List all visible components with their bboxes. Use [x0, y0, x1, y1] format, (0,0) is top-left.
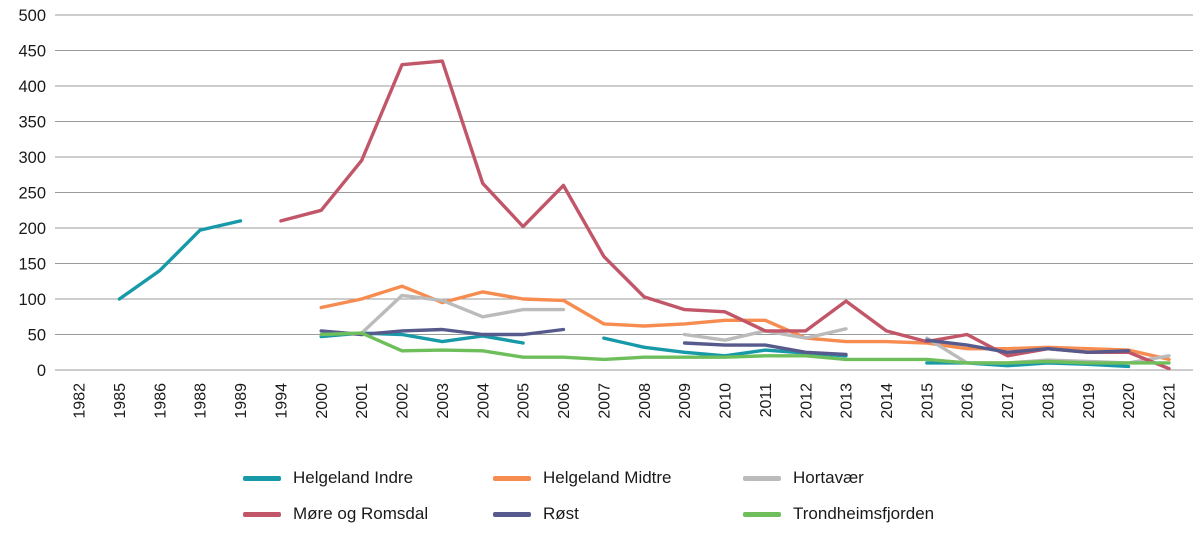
- chart-area: 0 50 100 150 200 250 300 350 400 450 500 1982 1985 19…: [18, 7, 1193, 419]
- x-tick-label: 2011: [758, 383, 775, 418]
- x-tick-label: 2003: [435, 383, 452, 419]
- legend-item-helgeland-indre: Helgeland Indre: [243, 468, 493, 488]
- legend-label: Møre og Romsdal: [293, 504, 429, 523]
- y-tick-label: 150: [18, 255, 46, 273]
- y-tick-label: 200: [18, 220, 46, 238]
- x-tick-label: 2010: [718, 383, 735, 419]
- y-tick-label: 50: [28, 326, 46, 344]
- x-tick-label: 2016: [960, 383, 977, 419]
- y-tick-label: 0: [37, 362, 46, 380]
- x-tick-label: 2007: [596, 383, 613, 419]
- chart-svg: 0 50 100 150 200 250 300 350 400 450 500 1982 1985 19…: [18, 7, 1193, 419]
- x-tick-label: 2020: [1121, 383, 1138, 419]
- legend-swatch-r-st: [493, 511, 531, 517]
- x-tick-label: 2013: [839, 383, 856, 419]
- legend-item-trondheimsfjorden: Trondheimsfjorden: [743, 504, 1003, 524]
- legend-item-r-st: Røst: [493, 504, 743, 524]
- x-tick-label: 2009: [677, 383, 694, 419]
- x-tick-label: 1989: [233, 383, 250, 419]
- legend-swatch-helgeland-midtre: [493, 475, 531, 481]
- x-tick-label: 2021: [1162, 383, 1179, 419]
- x-tick-label: 2012: [798, 383, 815, 419]
- x-tick-label: 2015: [919, 383, 936, 419]
- legend-label: Trondheimsfjorden: [793, 504, 935, 523]
- x-tick-label: 2014: [879, 383, 896, 419]
- x-tick-label: 1985: [112, 383, 129, 419]
- x-tick-label: 2006: [556, 383, 573, 419]
- x-tick-label: 1988: [193, 383, 210, 419]
- legend-item-hortav-r: Hortavær: [743, 468, 1003, 488]
- legend-label: Helgeland Indre: [293, 468, 414, 487]
- y-tick-label: 250: [18, 184, 46, 202]
- x-tick-label: 1986: [152, 383, 169, 419]
- x-tick-label: 2004: [475, 383, 492, 419]
- x-tick-label: 1994: [273, 383, 290, 419]
- legend-swatch-helgeland-indre: [243, 475, 281, 481]
- y-tick-label: 350: [18, 113, 46, 131]
- legend-swatch-m-re-og-romsdal: [243, 511, 281, 517]
- legend-swatch-trondheimsfjorden: [743, 511, 781, 517]
- x-tick-label: 2008: [637, 383, 654, 419]
- legend-label: Hortavær: [793, 468, 864, 487]
- x-tick-label: 2017: [1000, 383, 1017, 419]
- y-tick-label: 450: [18, 42, 46, 60]
- chart-legend: Helgeland Indre Helgeland Midtre Hortavær M…: [243, 468, 1003, 524]
- y-tick-label: 400: [18, 78, 46, 96]
- x-tick-label: 2000: [314, 383, 331, 419]
- x-tick-label: 2002: [395, 383, 412, 419]
- series-line-trondheimsfjorden: [319, 331, 1171, 365]
- legend-item-helgeland-midtre: Helgeland Midtre: [493, 468, 743, 488]
- legend-item-m-re-og-romsdal: Møre og Romsdal: [243, 504, 493, 524]
- legend-label: Helgeland Midtre: [543, 468, 672, 487]
- series-line-helgeland-indre: [117, 219, 1131, 369]
- series-line-m-re-og-romsdal: [279, 59, 1171, 371]
- x-tick-label: 1982: [72, 383, 89, 419]
- y-tick-label: 100: [18, 291, 46, 309]
- legend-label: Røst: [543, 504, 579, 523]
- x-tick-label: 2001: [354, 383, 371, 419]
- x-tick-label: 2019: [1081, 383, 1098, 419]
- x-tick-label: 2018: [1040, 383, 1057, 419]
- y-tick-label: 300: [18, 149, 46, 167]
- legend-swatch-hortav-r: [743, 475, 781, 481]
- x-tick-label: 2005: [516, 383, 533, 419]
- y-tick-label: 500: [18, 7, 46, 25]
